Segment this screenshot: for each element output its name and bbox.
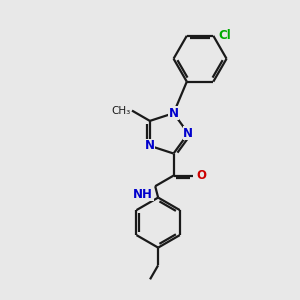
Text: O: O <box>196 169 206 182</box>
Text: N: N <box>169 107 178 120</box>
Text: N: N <box>145 139 155 152</box>
Text: NH: NH <box>133 188 153 201</box>
Text: N: N <box>183 127 193 140</box>
Text: CH₃: CH₃ <box>111 106 130 116</box>
Text: Cl: Cl <box>219 29 231 42</box>
